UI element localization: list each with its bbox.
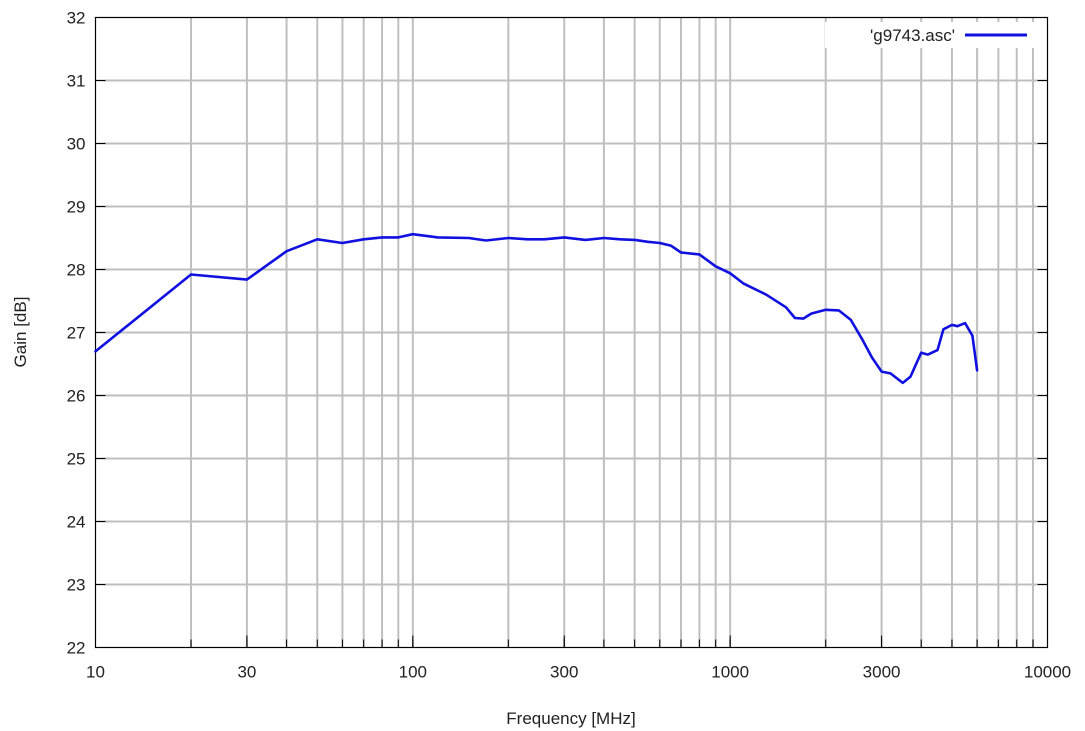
y-tick-label: 26 [67, 387, 86, 406]
x-tick-label: 1000 [711, 663, 749, 682]
x-tick-label: 10000 [1024, 663, 1071, 682]
y-tick-label: 23 [67, 576, 86, 595]
x-tick-label: 3000 [863, 663, 901, 682]
y-tick-label: 28 [67, 261, 86, 280]
axis-ticks: 22 23 24 25 26 27 28 29 30 31 32 10 30 100 300 1000 3000… [67, 9, 1072, 682]
x-tick-label: 10 [86, 663, 105, 682]
y-tick-label: 24 [67, 513, 86, 532]
y-tick-label: 31 [67, 72, 86, 91]
x-tick-label: 100 [399, 663, 427, 682]
grid [95, 17, 1048, 648]
y-axis-label: Gain [dB] [11, 297, 30, 368]
y-tick-label: 25 [67, 450, 86, 469]
y-tick-label: 22 [67, 639, 86, 658]
y-tick-label: 32 [67, 9, 86, 28]
y-tick-label: 27 [67, 324, 86, 343]
legend-label: 'g9743.asc' [870, 26, 955, 45]
x-axis-label: Frequency [MHz] [506, 709, 635, 728]
series-layer [94, 232, 979, 385]
y-tick-label: 30 [67, 135, 86, 154]
x-tick-label: 30 [237, 663, 256, 682]
x-tick-label: 300 [550, 663, 578, 682]
y-tick-label: 29 [67, 198, 86, 217]
legend: 'g9743.asc' [825, 22, 1037, 48]
series-line [94, 232, 979, 385]
